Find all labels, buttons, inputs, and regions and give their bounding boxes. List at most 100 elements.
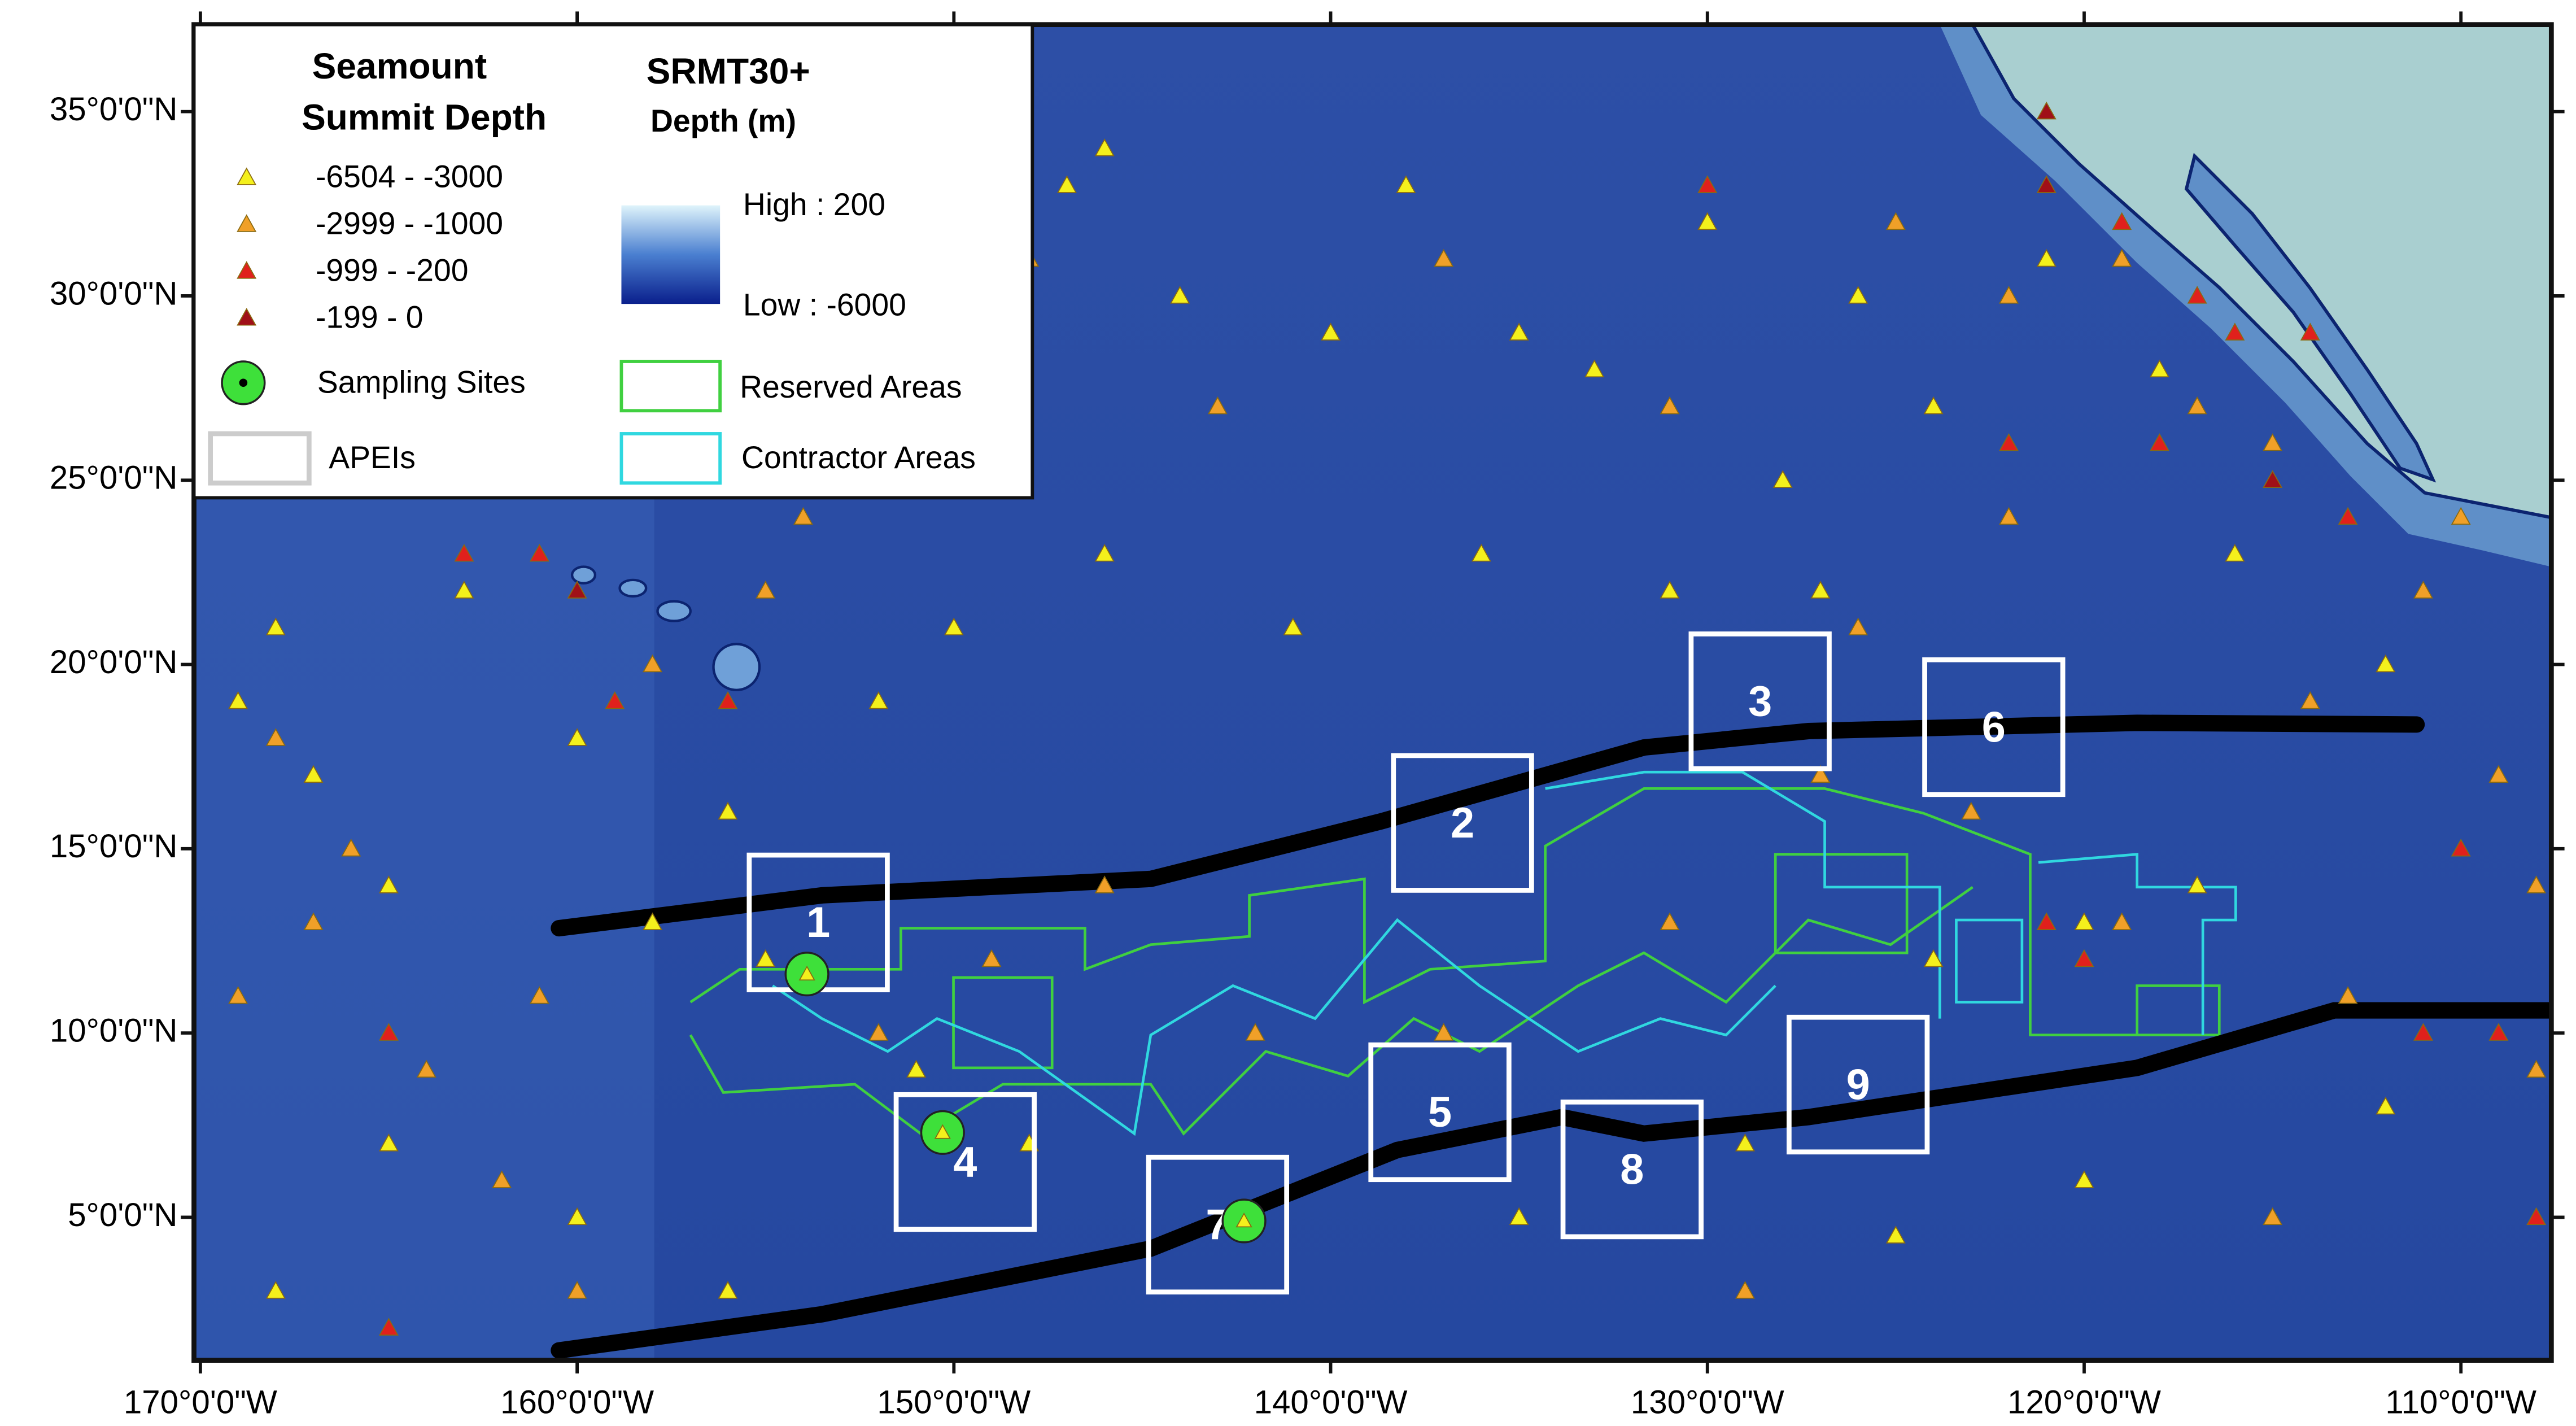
- seamount: [718, 691, 738, 709]
- seamount: [454, 581, 474, 599]
- area-outline: [1774, 853, 1909, 954]
- lat-tick-label: 30°0'0"N: [50, 275, 178, 312]
- seamount: [868, 1023, 889, 1041]
- legend-label: -2999 - -1000: [316, 206, 503, 241]
- area-outline: [772, 918, 1776, 1136]
- seamount: [567, 1207, 587, 1226]
- seamount: [2263, 470, 2283, 488]
- apei-box: [1922, 657, 2066, 797]
- depth-ramp: [621, 205, 721, 304]
- seamount: [2112, 248, 2132, 267]
- sampling-site-seamount: [798, 965, 815, 981]
- seamount: [2112, 212, 2132, 230]
- seamount: [2300, 322, 2320, 341]
- lat-tick-label: 10°0'0"N: [50, 1013, 178, 1049]
- apei-box: [1391, 753, 1534, 893]
- contractor-symbol: [619, 432, 722, 485]
- apei-box: [893, 1092, 1037, 1232]
- area-outline: [689, 886, 1974, 1136]
- seamount: [1697, 175, 1718, 193]
- seamount: [1660, 581, 1680, 599]
- lat-tick-label: 20°0'0"N: [50, 644, 178, 681]
- seamount: [378, 875, 399, 893]
- seamount: [1471, 543, 1491, 562]
- seamount: [1772, 470, 1793, 488]
- lat-tick-label: 35°0'0"N: [50, 91, 178, 128]
- seamount: [303, 912, 324, 931]
- seamount: [2488, 1023, 2509, 1041]
- seamount: [1848, 617, 1868, 635]
- area-outline: [952, 976, 1054, 1070]
- seamount: [2149, 359, 2169, 378]
- legend-swatch: [237, 261, 257, 279]
- seamount: [1961, 801, 1981, 820]
- seamount: [1094, 138, 1115, 156]
- seamount: [2526, 1059, 2547, 1078]
- apei-label: 5: [1428, 1089, 1452, 1136]
- seamount: [529, 543, 549, 562]
- seamount: [2451, 839, 2471, 857]
- seamount: [341, 839, 361, 857]
- apei-label: 9: [1846, 1061, 1870, 1109]
- graticule: 170°0'0"W 160°0'0"W 150°0'0"W 140°0'0"W 130°…: [50, 11, 2565, 1421]
- legend-label: Contractor Areas: [741, 440, 976, 475]
- sampling-site-dot: [239, 378, 248, 387]
- seamount: [2413, 581, 2433, 599]
- lat-tick-label: 15°0'0"N: [50, 828, 178, 865]
- legend-label: -199 - 0: [316, 299, 423, 334]
- lat-tick-label: 25°0'0"N: [50, 460, 178, 496]
- seamount: [1923, 949, 1944, 967]
- contractor-areas: [772, 770, 2237, 1136]
- legend-title: Seamount: [312, 46, 487, 86]
- legend-high: High : 200: [743, 187, 885, 222]
- seamount: [1885, 212, 1906, 230]
- lon-tick-label: 140°0'0"W: [1254, 1384, 1408, 1421]
- gulf: [2184, 152, 2437, 483]
- seamount: [567, 728, 587, 746]
- island: [712, 643, 761, 691]
- seamount: [2376, 1096, 2396, 1115]
- seamount: [1509, 322, 1529, 341]
- seamount: [265, 1281, 286, 1299]
- seamount: [378, 1318, 399, 1336]
- legend-swatch: [237, 308, 257, 326]
- seamount: [416, 1059, 436, 1078]
- seamount: [2225, 322, 2245, 341]
- seamount: [2300, 691, 2320, 709]
- lon-tick-label: 170°0'0"W: [124, 1384, 277, 1421]
- legend-label: Reserved Areas: [740, 369, 962, 404]
- ccz-south-boundary: [551, 1002, 2552, 1359]
- seamount: [868, 691, 889, 709]
- island: [570, 565, 597, 585]
- apei-box: [1787, 1014, 1930, 1155]
- island: [656, 600, 692, 622]
- seamount: [1170, 286, 1190, 304]
- seamount: [1094, 875, 1115, 893]
- seamount: [529, 986, 549, 1004]
- legend-title: Summit Depth: [302, 97, 547, 137]
- area-outline: [1955, 918, 2024, 1004]
- seamount: [228, 986, 248, 1004]
- area-outline: [2038, 853, 2237, 1035]
- seamount: [1660, 912, 1680, 931]
- seamount: [567, 1281, 587, 1299]
- apei-label: 2: [1451, 800, 1474, 847]
- seamount: [2149, 433, 2169, 451]
- seamount: [492, 1170, 512, 1188]
- seamount: [2338, 986, 2358, 1004]
- seamount: [2263, 433, 2283, 451]
- seamount: [2074, 1170, 2094, 1188]
- legend-label: APEIs: [329, 440, 416, 475]
- seamount: [1321, 322, 1341, 341]
- seamount: [2036, 912, 2057, 931]
- seamount: [2225, 543, 2245, 562]
- seamount: [1810, 765, 1831, 783]
- seamount: [1660, 396, 1680, 415]
- legend-label: -6504 - -3000: [316, 159, 503, 194]
- seamount: [1848, 286, 1868, 304]
- seamount: [1509, 1207, 1529, 1226]
- apei-box: [1560, 1099, 1704, 1240]
- seamount: [1697, 212, 1718, 230]
